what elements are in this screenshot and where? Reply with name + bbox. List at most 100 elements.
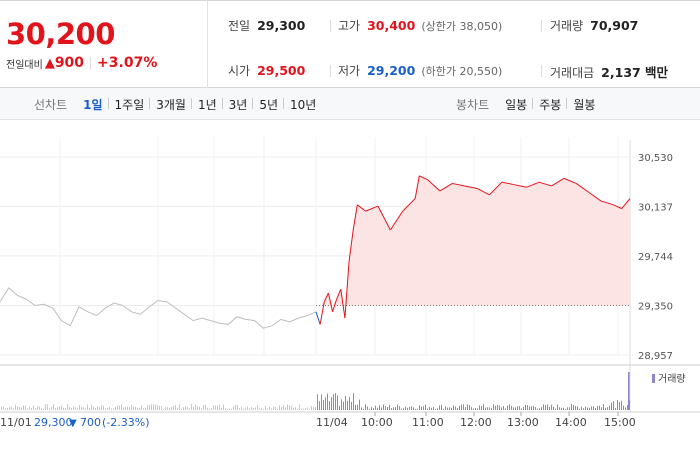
volume-bar xyxy=(67,404,68,410)
divider xyxy=(90,56,92,70)
volume-bar xyxy=(539,408,540,410)
volume-bar xyxy=(139,407,140,410)
volume-bar xyxy=(53,404,54,410)
volume-bar xyxy=(435,408,436,410)
tab-1w[interactable]: 1주일 xyxy=(107,96,151,113)
volume-bar xyxy=(505,408,506,410)
volume-bar xyxy=(399,406,400,410)
volume-bar xyxy=(371,407,372,410)
volume-bar xyxy=(385,406,386,410)
volume-bar xyxy=(613,401,614,410)
volume-bar xyxy=(413,407,414,410)
volume-bar xyxy=(279,405,280,410)
volume-bar xyxy=(229,408,230,410)
x-tick-label: 14:00 xyxy=(555,416,587,429)
volume-bar xyxy=(117,405,118,410)
tab-5y[interactable]: 5년 xyxy=(252,96,284,113)
volume-bar xyxy=(113,408,114,410)
volume-bar xyxy=(43,408,44,410)
stat-label: 전일 xyxy=(228,19,251,33)
today-line-segment xyxy=(439,183,453,192)
prev-day-change: 700 xyxy=(80,416,101,429)
volume-bar xyxy=(365,404,366,410)
volume-bar xyxy=(39,406,40,410)
volume-bar xyxy=(567,407,568,410)
volume-bar xyxy=(321,394,322,410)
volume-bar xyxy=(575,405,576,410)
tab-weekly[interactable]: 주봉 xyxy=(532,96,567,113)
volume-bar xyxy=(601,407,602,410)
tab-3m[interactable]: 3개월 xyxy=(149,96,192,113)
volume-bar xyxy=(283,405,284,410)
volume-bar xyxy=(317,394,318,410)
volume-bar xyxy=(517,406,518,410)
today-line-segment xyxy=(452,182,465,187)
volume-bar xyxy=(9,406,10,410)
volume-bar xyxy=(25,405,26,410)
volume-bar xyxy=(99,406,100,410)
volume-bar xyxy=(27,408,28,410)
volume-bar xyxy=(5,408,6,410)
volume-bar xyxy=(145,407,146,410)
volume-bar xyxy=(265,405,266,410)
today-line-segment xyxy=(332,299,338,312)
today-line-segment xyxy=(389,210,404,231)
volume-bar xyxy=(319,401,320,410)
tab-daily[interactable]: 일봉 xyxy=(505,97,528,112)
volume-bar xyxy=(1,406,2,410)
volume-bar xyxy=(269,406,270,410)
volume-bar xyxy=(149,404,150,410)
volume-bar xyxy=(449,407,450,410)
volume-bar xyxy=(79,405,80,410)
volume-bar xyxy=(287,404,288,410)
volume-bar xyxy=(617,400,618,410)
volume-bar xyxy=(499,405,500,410)
volume-bar xyxy=(485,407,486,410)
volume-bar xyxy=(143,408,144,410)
volume-bar xyxy=(457,407,458,410)
volume-bar xyxy=(249,408,250,410)
volume-bar xyxy=(573,404,574,410)
volume-bar xyxy=(243,408,244,410)
volume-bar xyxy=(545,405,546,410)
x-axis: 11/01 29,300 ▼ 700 (-2.33%) 11/04 10:00 1… xyxy=(0,412,636,429)
volume-bar xyxy=(359,399,360,410)
tab-1y[interactable]: 1년 xyxy=(190,96,223,113)
volume-bar xyxy=(199,406,200,410)
volume-bar xyxy=(227,408,228,410)
volume-bar xyxy=(519,406,520,410)
volume-bar xyxy=(175,405,176,410)
volume-bar xyxy=(603,404,604,410)
today-line-segment xyxy=(427,179,441,192)
volume-bar xyxy=(377,407,378,410)
stat-label: 거래량 xyxy=(550,19,584,33)
tab-1d[interactable]: 1일 xyxy=(83,97,103,112)
tab-3y[interactable]: 3년 xyxy=(221,96,254,113)
volume-bar xyxy=(235,404,236,410)
volume-bar xyxy=(29,406,30,410)
volume-bar xyxy=(187,406,188,410)
volume-bar xyxy=(593,406,594,410)
volume-bar xyxy=(595,407,596,410)
volume-bar xyxy=(559,407,560,410)
volume-bar xyxy=(469,404,470,410)
volume-bar xyxy=(15,404,16,410)
today-line-segment xyxy=(575,183,589,193)
volume-bar xyxy=(471,406,472,410)
volume-bar xyxy=(51,406,52,410)
volume-bar xyxy=(215,405,216,410)
volume-bar xyxy=(315,407,316,410)
volume-bar xyxy=(253,407,254,410)
stat-high: 고가 30,400 (상한가 38,050) xyxy=(338,17,502,34)
volume-bar xyxy=(549,406,550,410)
volume-bar xyxy=(223,404,224,410)
volume-bar xyxy=(425,404,426,410)
volume-bar xyxy=(351,401,352,410)
volume-bar xyxy=(97,405,98,410)
stat-value: 30,400 xyxy=(367,18,416,33)
tab-monthly[interactable]: 월봉 xyxy=(566,96,601,113)
tab-10y[interactable]: 10년 xyxy=(283,96,322,113)
volume-bar xyxy=(167,407,168,410)
volume-bar xyxy=(409,406,410,410)
